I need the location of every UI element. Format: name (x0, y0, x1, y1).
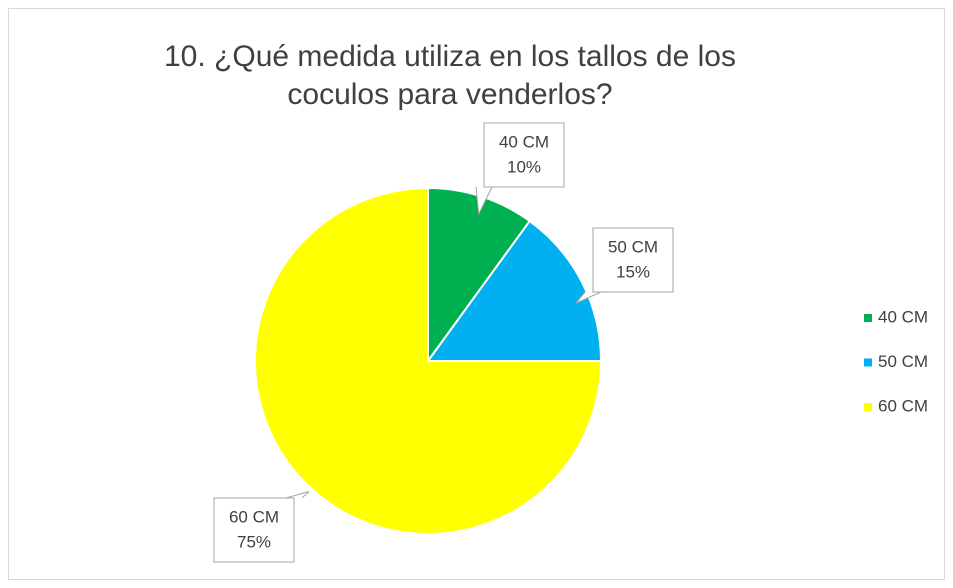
callout-box (483, 122, 565, 188)
data-label-value: 10% (507, 157, 541, 176)
callout-pointer (475, 186, 493, 216)
callout-box (592, 227, 674, 293)
callout-pointer (285, 491, 310, 499)
legend-swatch (864, 358, 872, 367)
chart-title: 10. ¿Qué medida utiliza en los tallos de… (164, 40, 736, 111)
data-label-value: 15% (616, 262, 650, 281)
pie-slice (426, 219, 603, 362)
legend-label: 40 CM (878, 307, 928, 326)
data-label-category: 60 CM (229, 507, 279, 526)
legend-swatch (864, 403, 872, 411)
data-label-value: 75% (237, 532, 271, 551)
data-label-category: 40 CM (499, 132, 549, 151)
legend-swatch (864, 314, 872, 322)
legend-label: 60 CM (878, 396, 928, 415)
callout-box (213, 497, 295, 563)
legend-label: 50 CM (878, 352, 928, 371)
pie-slice (254, 186, 603, 535)
callout-pointer (575, 291, 602, 304)
data-label-category: 50 CM (608, 237, 658, 256)
